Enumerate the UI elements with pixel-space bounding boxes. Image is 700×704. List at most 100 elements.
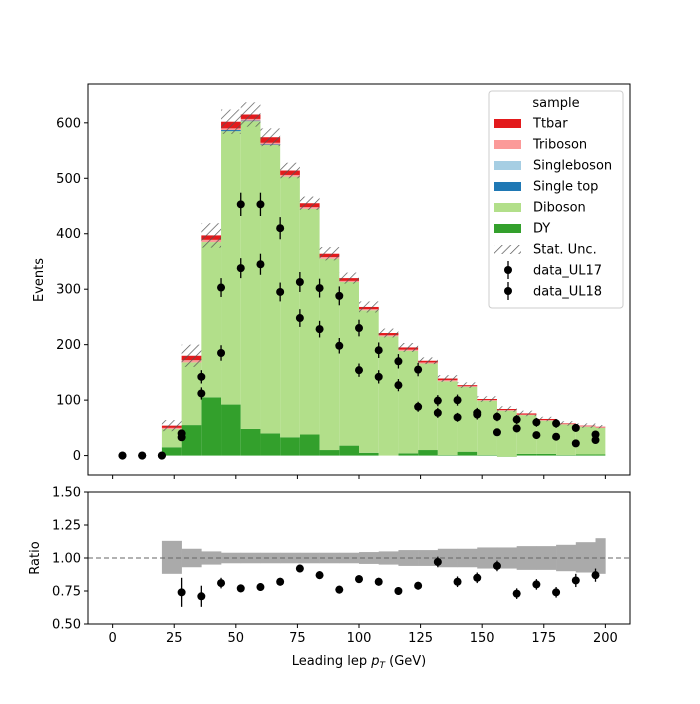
legend-label-data-ul18: data_UL18 xyxy=(533,285,602,300)
ratio-unc-band xyxy=(221,552,242,564)
stat-unc-band xyxy=(418,357,438,365)
point-data-ul17 xyxy=(591,430,600,439)
ratio-point xyxy=(512,589,521,598)
legend-label-dy: DY xyxy=(533,222,550,237)
ratio-point xyxy=(355,575,363,584)
point-data-ul18 xyxy=(591,436,600,445)
point-data-ul18 xyxy=(197,389,206,398)
point-data-ul18 xyxy=(374,372,383,381)
x-axis-label-suffix: (GeV) xyxy=(385,654,426,669)
ratio-point xyxy=(295,564,304,573)
ratio-point xyxy=(552,588,561,597)
point-data-ul17 xyxy=(433,396,442,405)
ratio-unc-band xyxy=(516,546,537,570)
x-tick-label: 150 xyxy=(470,631,495,646)
legend-swatch-ttbar xyxy=(494,119,521,128)
ratio-unc-band xyxy=(556,544,577,572)
ratio-point xyxy=(414,581,423,590)
stat-unc-band xyxy=(240,102,261,127)
x-axis-label-sub: T xyxy=(379,661,386,671)
x-tick-label: 25 xyxy=(166,631,183,646)
bar-diboson xyxy=(221,131,241,405)
ratio-unc-band xyxy=(437,548,458,568)
bar-diboson xyxy=(378,336,399,456)
bar-diboson xyxy=(477,400,497,456)
point-data-ul18 xyxy=(492,428,501,437)
x-tick-label: 125 xyxy=(408,631,433,646)
x-tick-label: 75 xyxy=(289,631,306,646)
stat-unc-band xyxy=(201,223,222,248)
bar-dy xyxy=(161,447,182,456)
ratio-y-ticks: 0.50 0.75 1.00 1.25 1.50 xyxy=(52,486,88,633)
bar-dy xyxy=(359,452,379,456)
bar-diboson xyxy=(418,363,438,451)
ratio-point xyxy=(197,592,206,601)
point-data-ul17 xyxy=(414,365,423,374)
ratio-plot-area xyxy=(88,538,630,607)
bar-dy xyxy=(516,453,537,456)
point-data-ul18 xyxy=(118,451,127,460)
point-data-ul18 xyxy=(355,366,363,375)
point-data-ul18 xyxy=(236,264,245,273)
bar-diboson xyxy=(339,282,359,446)
bar-diboson xyxy=(556,424,576,456)
x-tick-label: 200 xyxy=(593,631,618,646)
bar-diboson xyxy=(496,410,517,457)
x-tick-label: 100 xyxy=(347,631,372,646)
point-data-ul17 xyxy=(236,200,245,209)
bar-diboson xyxy=(299,208,320,435)
ratio-panel: 0.50 0.75 1.00 1.25 1.50 0 25 50 75 100 125 150 175… xyxy=(28,486,631,671)
legend-swatch-diboson xyxy=(494,203,521,212)
stat-unc-band xyxy=(477,396,497,402)
legend-label-ttbar: Ttbar xyxy=(532,117,568,132)
bar-dy xyxy=(319,450,340,456)
ratio-point xyxy=(532,580,541,589)
ratio-point xyxy=(335,585,344,594)
bar-dy xyxy=(575,454,596,456)
point-data-ul18 xyxy=(276,287,285,296)
legend-title: sample xyxy=(532,96,579,111)
bar-dy xyxy=(418,450,438,456)
point-data-ul17 xyxy=(217,283,226,292)
stat-unc-band xyxy=(595,425,606,429)
ratio-point xyxy=(374,577,383,586)
ratio-y-tick-label: 1.00 xyxy=(52,552,81,567)
legend-swatch-single-top xyxy=(494,182,521,191)
point-data-ul18 xyxy=(157,451,166,460)
ratio-unc-band xyxy=(339,552,360,564)
x-axis-label-prefix: Leading lep xyxy=(292,654,371,669)
legend-frame xyxy=(488,90,624,309)
point-data-ul17 xyxy=(394,357,403,366)
stat-unc-band xyxy=(260,128,281,147)
point-data-ul17 xyxy=(512,415,521,424)
legend-swatch-triboson xyxy=(494,140,521,149)
bar-diboson xyxy=(319,258,340,451)
ratio-point xyxy=(433,557,442,566)
point-data-ul18 xyxy=(414,402,423,411)
point-data-ul17 xyxy=(256,200,265,209)
ratio-y-tick-label: 1.25 xyxy=(52,519,81,534)
x-tick-label: 50 xyxy=(228,631,245,646)
stat-unc-band xyxy=(221,109,241,134)
ratio-point xyxy=(236,584,245,593)
ratio-y-axis-label: Ratio xyxy=(28,541,43,574)
point-data-ul18 xyxy=(512,424,521,433)
bar-diboson xyxy=(437,381,458,456)
point-data-ul17 xyxy=(335,291,344,300)
bar-diboson xyxy=(260,145,281,434)
stat-unc-band xyxy=(161,420,182,432)
main-x-ticks xyxy=(112,475,606,479)
legend-marker-data-ul18 xyxy=(504,287,512,295)
bar-dy xyxy=(536,453,557,456)
bar-diboson xyxy=(181,362,202,426)
bar-diboson xyxy=(359,310,379,453)
bar-dy xyxy=(398,453,419,456)
legend-label-triboson: Triboson xyxy=(532,138,587,153)
ratio-point xyxy=(571,576,580,585)
x-tick-label: 0 xyxy=(108,631,116,646)
legend-label-single-top: Single top xyxy=(533,180,598,195)
point-data-ul17 xyxy=(276,224,285,233)
point-data-ul18 xyxy=(532,431,541,440)
